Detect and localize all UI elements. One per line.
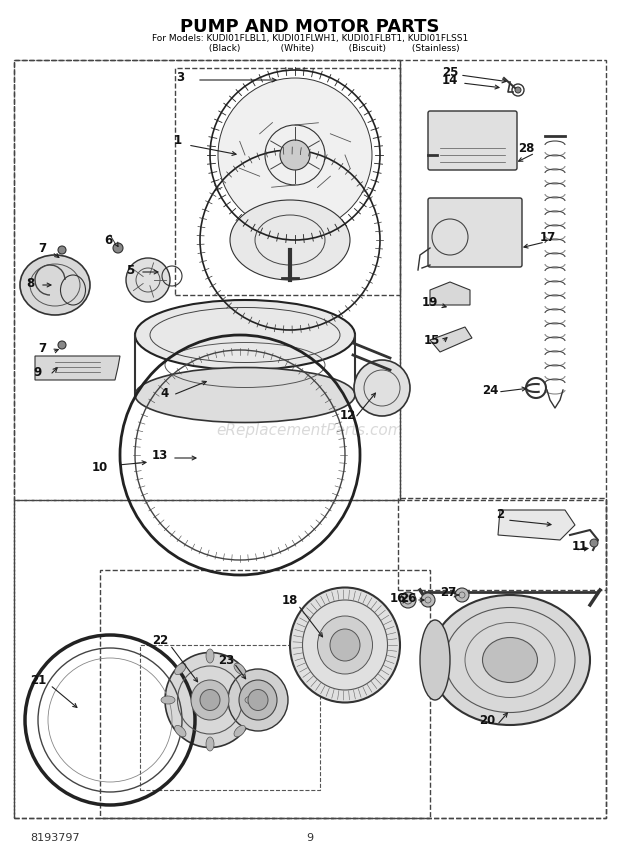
Text: 15: 15 bbox=[424, 334, 440, 347]
Text: 18: 18 bbox=[282, 593, 298, 607]
Circle shape bbox=[590, 539, 598, 547]
Text: 25: 25 bbox=[442, 66, 458, 79]
Text: 3: 3 bbox=[176, 70, 184, 84]
Text: 23: 23 bbox=[218, 653, 234, 667]
Bar bbox=[100, 570, 430, 818]
Text: 13: 13 bbox=[152, 449, 168, 461]
Text: 28: 28 bbox=[518, 141, 534, 154]
Text: 11: 11 bbox=[572, 540, 588, 554]
Ellipse shape bbox=[290, 587, 400, 703]
Text: 19: 19 bbox=[422, 295, 438, 308]
Text: 10: 10 bbox=[92, 461, 108, 473]
Text: 4: 4 bbox=[161, 387, 169, 400]
Polygon shape bbox=[430, 282, 470, 305]
Bar bbox=[14, 60, 400, 500]
Ellipse shape bbox=[20, 255, 90, 315]
Ellipse shape bbox=[165, 652, 255, 747]
Ellipse shape bbox=[317, 616, 373, 674]
Bar bbox=[175, 68, 400, 295]
Text: 8193797: 8193797 bbox=[30, 833, 79, 843]
Text: 5: 5 bbox=[126, 264, 134, 276]
Text: 14: 14 bbox=[442, 74, 458, 86]
Circle shape bbox=[58, 246, 66, 254]
Ellipse shape bbox=[420, 620, 450, 700]
Ellipse shape bbox=[175, 725, 186, 737]
Text: eReplacementParts.com: eReplacementParts.com bbox=[216, 423, 404, 437]
Ellipse shape bbox=[191, 680, 229, 720]
Circle shape bbox=[113, 243, 123, 253]
FancyBboxPatch shape bbox=[428, 111, 517, 170]
Text: 8: 8 bbox=[26, 276, 34, 289]
Text: 26: 26 bbox=[400, 591, 416, 604]
Polygon shape bbox=[430, 327, 472, 352]
Circle shape bbox=[455, 588, 469, 602]
Ellipse shape bbox=[206, 737, 214, 751]
Text: 9: 9 bbox=[306, 833, 314, 843]
Ellipse shape bbox=[228, 669, 288, 731]
Ellipse shape bbox=[200, 689, 220, 710]
Ellipse shape bbox=[206, 649, 214, 663]
Circle shape bbox=[126, 258, 170, 302]
Ellipse shape bbox=[230, 200, 350, 280]
Text: 22: 22 bbox=[152, 633, 168, 646]
Text: 1: 1 bbox=[174, 134, 182, 146]
Text: 7: 7 bbox=[38, 342, 46, 354]
Ellipse shape bbox=[330, 629, 360, 661]
Text: 24: 24 bbox=[482, 383, 498, 396]
Bar bbox=[14, 500, 606, 818]
FancyBboxPatch shape bbox=[428, 198, 522, 267]
Text: 6: 6 bbox=[104, 234, 112, 247]
Polygon shape bbox=[498, 510, 575, 540]
Ellipse shape bbox=[239, 680, 277, 720]
Text: 16: 16 bbox=[390, 591, 406, 604]
Text: 21: 21 bbox=[30, 674, 46, 687]
Circle shape bbox=[58, 341, 66, 349]
Bar bbox=[398, 498, 606, 590]
Circle shape bbox=[421, 593, 435, 607]
Circle shape bbox=[218, 78, 372, 232]
Text: 17: 17 bbox=[540, 230, 556, 243]
Text: 20: 20 bbox=[479, 714, 495, 727]
Text: (Black)              (White)            (Biscuit)         (Stainless): (Black) (White) (Biscuit) (Stainless) bbox=[160, 44, 460, 53]
Text: 12: 12 bbox=[340, 408, 356, 421]
Text: PUMP AND MOTOR PARTS: PUMP AND MOTOR PARTS bbox=[180, 18, 440, 36]
Circle shape bbox=[354, 360, 410, 416]
Ellipse shape bbox=[175, 663, 186, 675]
Ellipse shape bbox=[234, 725, 246, 737]
Text: For Models: KUDI01FLBL1, KUDI01FLWH1, KUDI01FLBT1, KUDI01FLSS1: For Models: KUDI01FLBL1, KUDI01FLWH1, KU… bbox=[152, 34, 468, 43]
Ellipse shape bbox=[135, 300, 355, 370]
Polygon shape bbox=[35, 356, 120, 380]
Ellipse shape bbox=[430, 595, 590, 725]
Text: 27: 27 bbox=[440, 586, 456, 599]
Circle shape bbox=[400, 592, 416, 608]
Bar bbox=[14, 60, 606, 818]
Circle shape bbox=[515, 87, 521, 93]
Text: 2: 2 bbox=[496, 508, 504, 521]
Text: 7: 7 bbox=[38, 241, 46, 254]
Bar bbox=[140, 645, 320, 790]
Ellipse shape bbox=[482, 638, 538, 682]
Text: 9: 9 bbox=[34, 366, 42, 378]
Ellipse shape bbox=[234, 663, 246, 675]
Circle shape bbox=[280, 140, 310, 170]
Ellipse shape bbox=[245, 696, 259, 704]
Ellipse shape bbox=[135, 367, 355, 423]
Ellipse shape bbox=[161, 696, 175, 704]
Ellipse shape bbox=[248, 689, 268, 710]
